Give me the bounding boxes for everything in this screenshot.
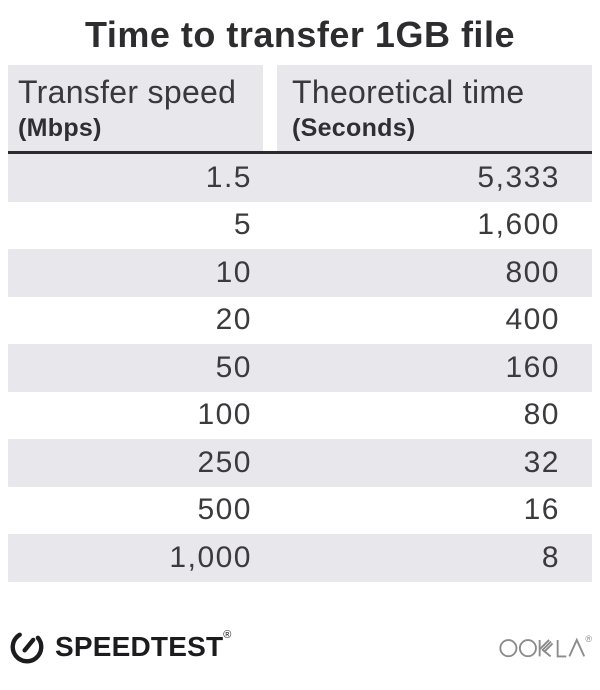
header-cell-transfer-speed: Transfer speed (Mbps) — [8, 65, 263, 152]
time-value: 800 — [505, 255, 560, 289]
time-value: 5,333 — [477, 160, 560, 194]
page-title: Time to transfer 1GB file — [85, 14, 515, 55]
speed-value: 10 — [215, 255, 252, 289]
time-value: 8 — [541, 540, 560, 574]
speedtest-gauge-icon — [8, 628, 46, 666]
transfer-time-table: Transfer speed (Mbps) Theoretical time (… — [8, 65, 592, 582]
time-value: 1,600 — [477, 208, 560, 242]
time-value: 32 — [523, 445, 560, 479]
table-row: 1,000 8 — [8, 534, 592, 582]
table-row: 10 800 — [8, 249, 592, 297]
column-label-time: Theoretical time — [292, 74, 525, 111]
speed-value: 5 — [233, 208, 252, 242]
table-row: 1.5 5,333 — [8, 154, 592, 202]
header-cell-theoretical-time: Theoretical time (Seconds) — [277, 65, 592, 152]
ookla-wordmark-icon — [499, 634, 586, 660]
table-row: 250 32 — [8, 439, 592, 487]
table-row: 100 80 — [8, 392, 592, 440]
speed-value: 1,000 — [169, 540, 252, 574]
column-unit-time: (Seconds) — [292, 113, 416, 142]
table-row: 50 160 — [8, 344, 592, 392]
footer: SPEEDTEST® ® — [8, 628, 592, 666]
column-unit-speed: (Mbps) — [18, 113, 102, 142]
speed-value: 1.5 — [205, 160, 252, 194]
table-header-row: Transfer speed (Mbps) Theoretical time (… — [8, 65, 592, 155]
table-row: 500 16 — [8, 487, 592, 535]
table-row: 5 1,600 — [8, 202, 592, 250]
registered-trademark-icon: ® — [223, 628, 232, 641]
time-value: 160 — [505, 350, 560, 384]
speed-value: 500 — [197, 493, 252, 527]
time-value: 400 — [505, 303, 560, 337]
ookla-logo: ® — [499, 634, 592, 660]
speed-value: 250 — [197, 445, 252, 479]
speedtest-logo: SPEEDTEST® — [8, 628, 232, 666]
speed-value: 20 — [215, 303, 252, 337]
speed-value: 50 — [215, 350, 252, 384]
time-value: 80 — [523, 398, 560, 432]
column-label-speed: Transfer speed — [18, 74, 237, 111]
ookla-trademark-icon: ® — [585, 633, 592, 644]
speed-value: 100 — [197, 398, 252, 432]
time-value: 16 — [523, 493, 560, 527]
table-row: 20 400 — [8, 297, 592, 345]
speedtest-wordmark: SPEEDTEST® — [55, 628, 232, 662]
